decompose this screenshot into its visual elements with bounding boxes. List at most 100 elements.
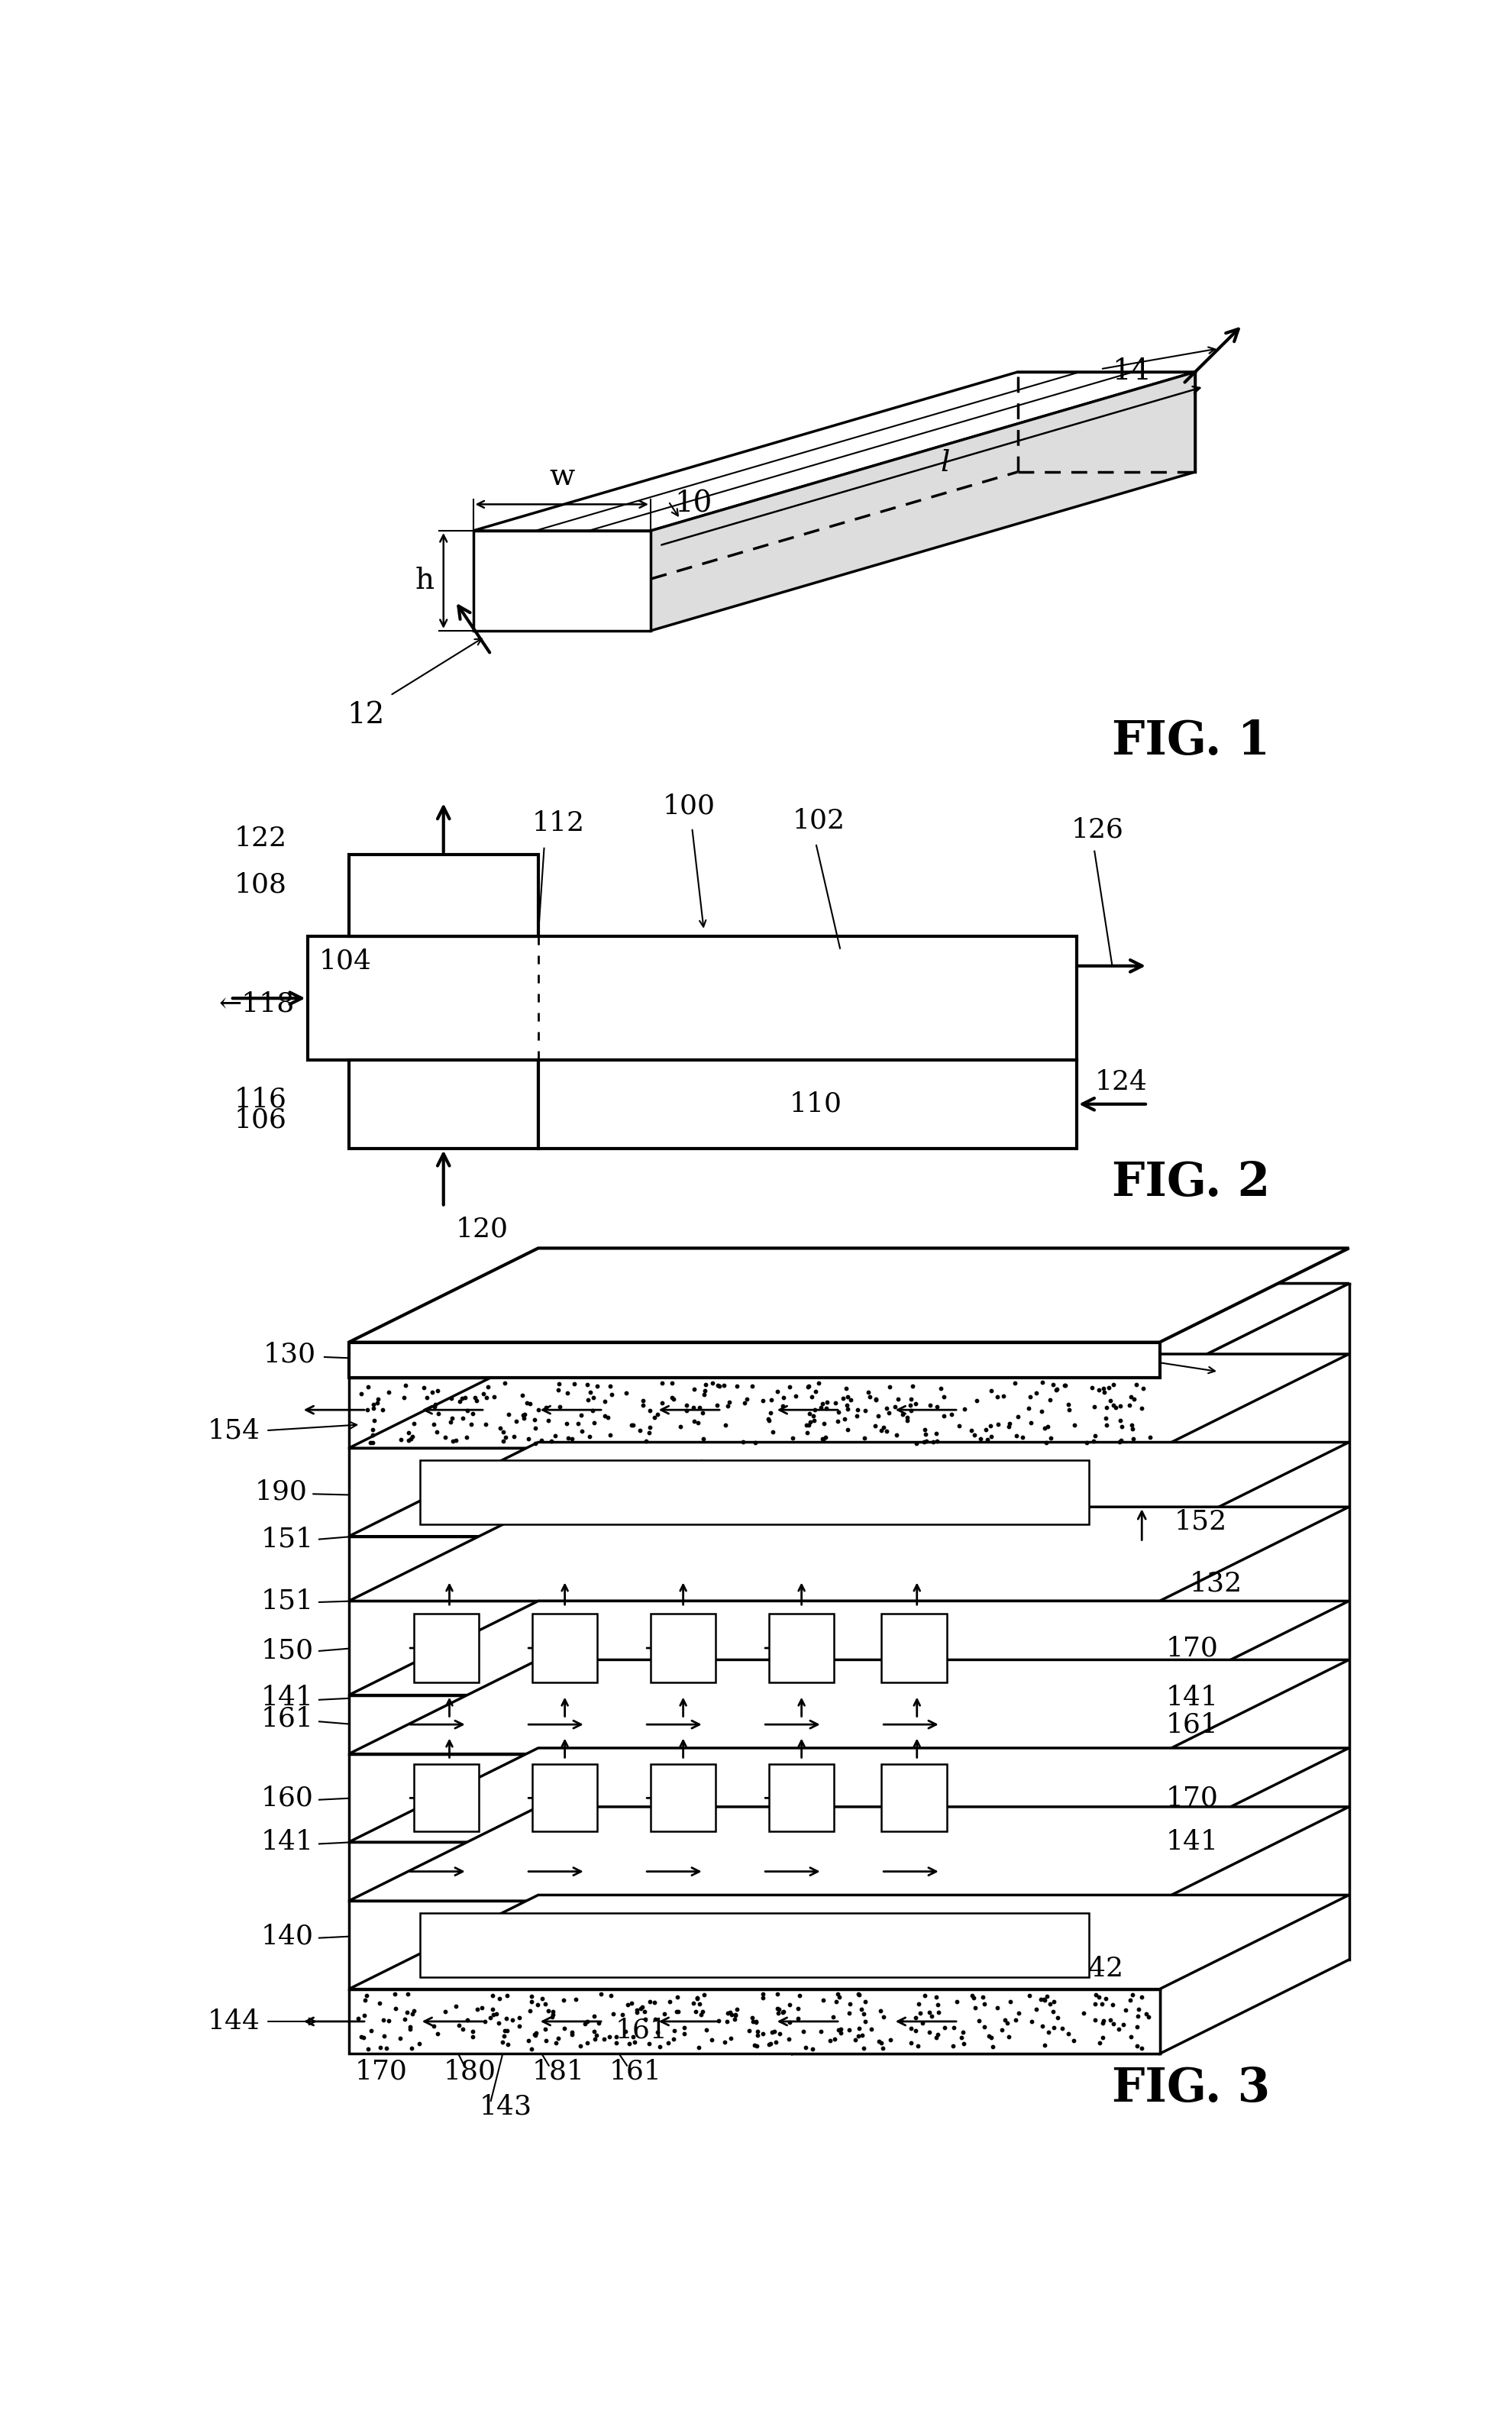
Point [440,1378,464,1417]
Point [1108,1386,1132,1424]
Point [1030,1979,1054,2018]
Point [582,2011,606,2049]
Point [493,1364,517,1403]
Point [1125,2008,1149,2047]
Point [482,1378,507,1417]
Point [565,1405,590,1444]
Point [853,1982,877,2021]
Point [1036,1407,1060,1446]
Point [809,2013,833,2052]
Point [836,1378,860,1417]
Point [396,1415,420,1453]
Point [494,1999,519,2037]
Point [777,2004,801,2042]
Point [1004,2001,1028,2040]
Point [688,1388,712,1427]
Point [460,2018,484,2057]
Bar [420,1460,1089,1526]
Point [771,1992,795,2030]
Point [913,1415,937,1453]
Point [402,1405,426,1444]
Point [614,1374,638,1412]
Point [767,1989,791,2028]
Point [783,1376,807,1415]
Point [425,1371,449,1410]
Point [986,1405,1010,1444]
Point [422,1388,446,1427]
Text: w: w [549,463,575,492]
Point [1134,1994,1158,2033]
Polygon shape [792,1284,1349,1378]
Point [723,2001,747,2040]
Point [425,1412,449,1451]
Point [546,2018,570,2057]
Point [643,1982,667,2021]
Point [1019,1403,1043,1441]
Point [621,2018,646,2057]
Point [939,1395,963,1434]
Point [395,1975,419,2013]
Point [750,2016,774,2054]
Text: 122: 122 [234,826,287,852]
Point [928,1369,953,1407]
Polygon shape [349,1600,1160,1695]
Point [898,1390,922,1429]
Text: 10: 10 [674,490,712,519]
Point [576,2001,600,2040]
Point [993,2001,1018,2040]
Point [399,1419,423,1458]
Point [689,1393,714,1432]
Point [723,1996,747,2035]
Point [496,1395,520,1434]
Point [1095,1398,1119,1436]
Point [631,1381,655,1419]
Text: 170: 170 [1166,1634,1219,1661]
Point [995,2004,1019,2042]
Point [900,1366,924,1405]
Point [984,1376,1009,1415]
Text: 141: 141 [1166,1830,1219,1854]
Point [856,1374,880,1412]
Point [661,1378,685,1417]
Point [454,1378,478,1417]
Point [493,1417,517,1456]
Point [824,1982,848,2021]
Point [399,2028,423,2066]
Point [487,1979,511,2018]
Point [575,2023,599,2062]
Point [1057,1386,1081,1424]
Point [569,1395,593,1434]
Polygon shape [473,372,1194,531]
Text: 161: 161 [621,1485,674,1511]
Point [411,1369,435,1407]
Point [1120,1975,1145,2013]
Point [921,1422,945,1460]
Point [1125,2028,1149,2066]
Point [671,2013,696,2052]
Point [733,1383,758,1422]
Point [627,1412,652,1451]
Point [491,1422,516,1460]
Polygon shape [349,1441,1349,1535]
Point [767,2013,791,2052]
Point [602,1994,626,2033]
Point [578,1417,602,1456]
Point [688,1984,712,2023]
Point [634,1422,658,1460]
Text: 116: 116 [234,1086,287,1113]
Point [1034,1977,1058,2016]
Point [531,1979,555,2018]
Point [581,1390,605,1429]
Polygon shape [349,1378,1160,1448]
Point [638,1982,662,2021]
Point [582,1996,606,2035]
Point [582,1378,606,1417]
Polygon shape [349,1284,1349,1378]
Point [968,1419,992,1458]
Point [605,2018,629,2057]
Point [1081,1422,1105,1460]
Point [662,2011,686,2049]
Point [440,1400,464,1439]
Point [712,1366,736,1405]
Point [918,1994,942,2033]
